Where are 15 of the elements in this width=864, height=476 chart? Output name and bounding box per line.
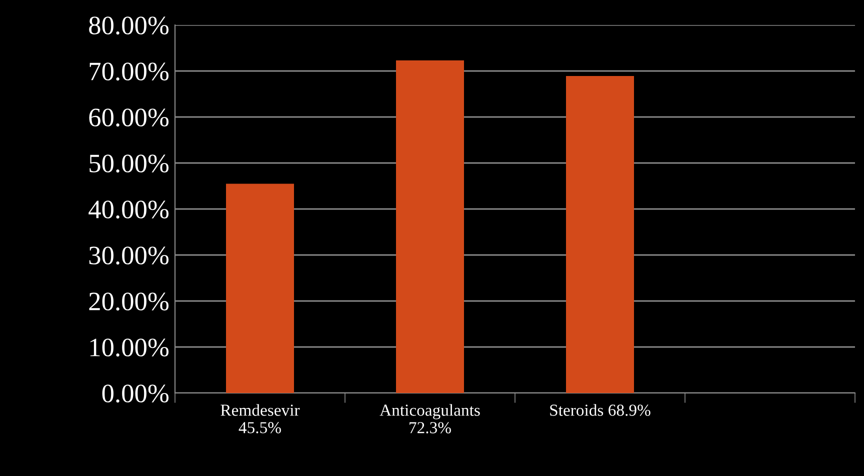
y-tick-label: 60.00% [89,108,169,127]
bar [396,60,464,393]
y-tick-label: 0.00% [102,384,169,403]
x-tick-label: Steroids 68.9% [550,404,650,416]
y-tick-label: 70.00% [90,62,169,81]
x-tick-label: Remdesevir 45.5% [220,404,300,434]
y-tick-label: 40.00% [88,200,169,219]
y-tick-label: 80.00% [89,16,169,35]
bar [226,184,294,393]
bar [566,76,634,393]
y-tick-label: 50.00% [90,154,169,173]
x-tick-label: Anticoagulants 72.3% [380,404,480,434]
y-tick-label: 30.00% [89,246,169,265]
y-tick-label: 20.00% [89,292,169,311]
y-tick-label: 10.00% [90,338,169,357]
